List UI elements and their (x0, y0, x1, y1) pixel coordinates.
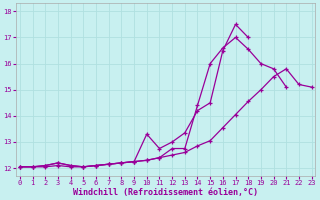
X-axis label: Windchill (Refroidissement éolien,°C): Windchill (Refroidissement éolien,°C) (73, 188, 258, 197)
